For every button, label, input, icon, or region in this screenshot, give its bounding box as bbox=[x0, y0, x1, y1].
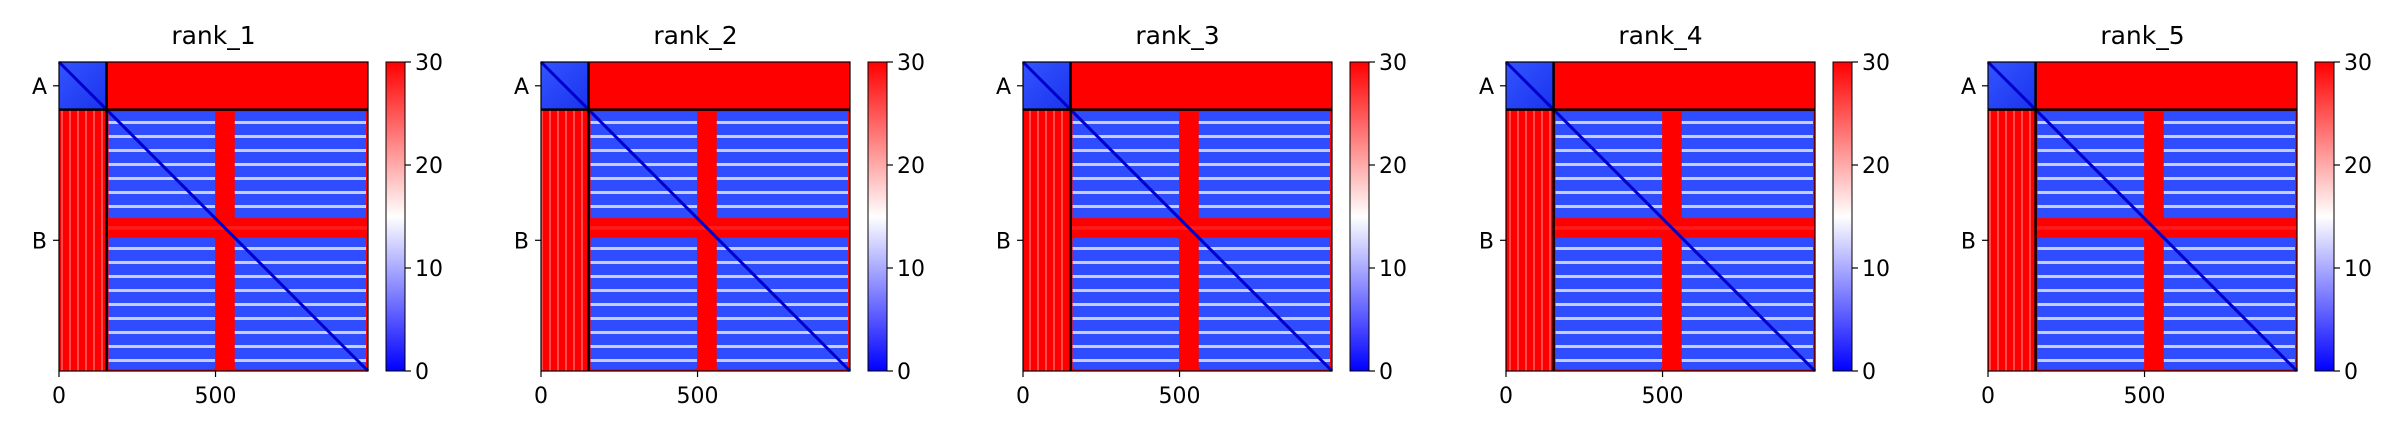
heatmap-diagonal bbox=[1986, 60, 2299, 373]
x-tick-label: 500 bbox=[1159, 384, 1201, 409]
chain-label-a: A bbox=[1961, 75, 1976, 100]
heatmap-linker-col bbox=[2146, 109, 2162, 372]
pae-panel-3: rank_3 A B 0 500 0 10 20 30 bbox=[996, 21, 1407, 409]
colorbar-tick-label: 10 bbox=[2344, 257, 2372, 282]
heatmap-cell-b2-b1 bbox=[234, 111, 366, 219]
x-tick-label: 500 bbox=[1642, 384, 1684, 409]
colorbar-tick-label: 20 bbox=[897, 154, 925, 179]
colorbar-tick-label: 10 bbox=[415, 257, 443, 282]
chain-label-a: A bbox=[32, 75, 47, 100]
plot-frame bbox=[540, 61, 851, 372]
heatmap-cell-ba bbox=[1023, 109, 1071, 372]
colorbar-tick-label: 0 bbox=[2344, 360, 2358, 385]
heatmap-linker-row bbox=[106, 226, 369, 230]
heatmap-cell-ba bbox=[59, 109, 107, 372]
plot-frame bbox=[1505, 61, 1816, 372]
colorbar-tick-label: 10 bbox=[1379, 257, 1407, 282]
chain-label-a: A bbox=[996, 75, 1011, 100]
colorbar-tick-label: 10 bbox=[1862, 257, 1890, 282]
heatmap-linker-col bbox=[1181, 109, 1197, 372]
panel-title: rank_5 bbox=[2100, 21, 2184, 50]
x-tick-label: 500 bbox=[677, 384, 719, 409]
chain-label-b: B bbox=[996, 229, 1011, 254]
heatmap-cell-b1-b2 bbox=[2037, 237, 2145, 369]
pae-panel-2: rank_2 A B 0 500 0 10 20 30 bbox=[514, 21, 925, 409]
heatmap-cell-b1-b2 bbox=[108, 237, 216, 369]
pae-panel-5: rank_5 A B 0 500 0 10 20 30 bbox=[1961, 21, 2372, 409]
plot-frame bbox=[1022, 61, 1333, 372]
x-tick-label: 0 bbox=[1981, 384, 1995, 409]
colorbar-tick-label: 30 bbox=[1862, 51, 1890, 76]
pae-panel-4: rank_4 A B 0 500 0 10 20 30 bbox=[1479, 21, 1890, 409]
panel-title: rank_3 bbox=[1135, 21, 1219, 50]
heatmap-cell-b1-b2 bbox=[1072, 237, 1180, 369]
colorbar-tick-label: 20 bbox=[2344, 154, 2372, 179]
colorbar-tick-label: 10 bbox=[897, 257, 925, 282]
heatmap-linker-row bbox=[1553, 226, 1815, 230]
x-tick-label: 0 bbox=[534, 384, 548, 409]
heatmap-cell-b2-b1 bbox=[1198, 111, 1330, 219]
heatmap-diagonal bbox=[1021, 60, 1334, 373]
panel-title: rank_2 bbox=[653, 21, 737, 50]
colorbar-tick-label: 30 bbox=[1379, 51, 1407, 76]
colorbar-tick-label: 0 bbox=[1379, 360, 1393, 385]
colorbar-tick-label: 30 bbox=[897, 51, 925, 76]
plot-frame bbox=[1987, 61, 2298, 372]
chain-label-a: A bbox=[514, 75, 529, 100]
heatmap-cell-ba bbox=[1506, 109, 1554, 372]
x-tick-label: 500 bbox=[195, 384, 237, 409]
chain-label-a: A bbox=[1479, 75, 1494, 100]
colorbar bbox=[2314, 61, 2335, 372]
plot-frame bbox=[58, 61, 369, 372]
colorbar bbox=[1832, 61, 1853, 372]
heatmap-cell-b1-b2 bbox=[590, 237, 698, 369]
colorbar-tick-label: 20 bbox=[1862, 154, 1890, 179]
heatmap-cell-ba bbox=[541, 109, 589, 372]
x-tick-label: 0 bbox=[52, 384, 66, 409]
heatmap-linker-col bbox=[1664, 109, 1680, 372]
chain-label-b: B bbox=[514, 229, 529, 254]
heatmap-diagonal bbox=[539, 60, 852, 373]
colorbar bbox=[385, 61, 406, 372]
panel-title: rank_1 bbox=[171, 21, 255, 50]
colorbar bbox=[867, 61, 888, 372]
heatmap-linker-col bbox=[217, 109, 233, 372]
heatmap-cell-ba bbox=[1988, 109, 2036, 372]
heatmap-linker-row bbox=[1070, 226, 1332, 230]
heatmap-cell-b2-b1 bbox=[716, 111, 848, 219]
colorbar bbox=[1349, 61, 1370, 372]
colorbar-tick-label: 0 bbox=[1862, 360, 1876, 385]
x-tick-label: 0 bbox=[1016, 384, 1030, 409]
pae-panel-1: rank_1 A B 0 500 0 10 20 30 bbox=[32, 21, 443, 409]
heatmap-diagonal bbox=[1504, 60, 1817, 373]
chain-label-b: B bbox=[1479, 229, 1494, 254]
x-tick-label: 500 bbox=[2124, 384, 2166, 409]
chain-label-b: B bbox=[32, 229, 47, 254]
colorbar-tick-label: 0 bbox=[897, 360, 911, 385]
heatmap-linker-row bbox=[2035, 226, 2297, 230]
heatmap-diagonal bbox=[57, 60, 370, 373]
heatmap-cell-b1-b2 bbox=[1555, 237, 1663, 369]
colorbar-tick-label: 0 bbox=[415, 360, 429, 385]
colorbar-tick-label: 30 bbox=[415, 51, 443, 76]
heatmap-linker-col bbox=[699, 109, 715, 372]
heatmap-linker-row bbox=[588, 226, 850, 230]
chain-label-b: B bbox=[1961, 229, 1976, 254]
colorbar-tick-label: 20 bbox=[1379, 154, 1407, 179]
colorbar-tick-label: 20 bbox=[415, 154, 443, 179]
heatmap-cell-b2-b1 bbox=[1681, 111, 1813, 219]
heatmap-cell-b2-b1 bbox=[2163, 111, 2295, 219]
colorbar-tick-label: 30 bbox=[2344, 51, 2372, 76]
x-tick-label: 0 bbox=[1499, 384, 1513, 409]
panel-title: rank_4 bbox=[1618, 21, 1702, 50]
